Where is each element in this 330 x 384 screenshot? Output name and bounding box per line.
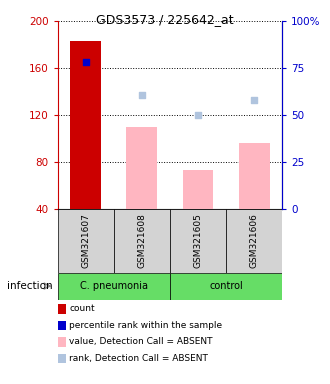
Text: GSM321606: GSM321606 [249, 214, 259, 268]
Text: control: control [209, 281, 243, 291]
Text: percentile rank within the sample: percentile rank within the sample [69, 321, 222, 330]
Bar [70, 41, 101, 209]
Text: count: count [69, 305, 95, 313]
Point [139, 92, 145, 98]
Text: rank, Detection Call = ABSENT: rank, Detection Call = ABSENT [69, 354, 208, 363]
Text: value, Detection Call = ABSENT: value, Detection Call = ABSENT [69, 338, 213, 346]
Text: GSM321608: GSM321608 [137, 214, 147, 268]
Text: C. pneumonia: C. pneumonia [80, 281, 148, 291]
Bar [58, 273, 170, 300]
Bar [226, 209, 282, 273]
Bar [114, 209, 170, 273]
Bar [239, 144, 270, 209]
Bar [126, 127, 157, 209]
Text: GDS3573 / 225642_at: GDS3573 / 225642_at [96, 13, 234, 26]
Bar [170, 273, 282, 300]
Text: infection: infection [7, 281, 52, 291]
Point [195, 112, 201, 118]
Bar [182, 170, 214, 209]
Text: GSM321605: GSM321605 [193, 214, 203, 268]
Text: GSM321607: GSM321607 [81, 214, 90, 268]
Bar [170, 209, 226, 273]
Point [83, 59, 88, 65]
Point [251, 97, 257, 103]
Bar [58, 209, 114, 273]
